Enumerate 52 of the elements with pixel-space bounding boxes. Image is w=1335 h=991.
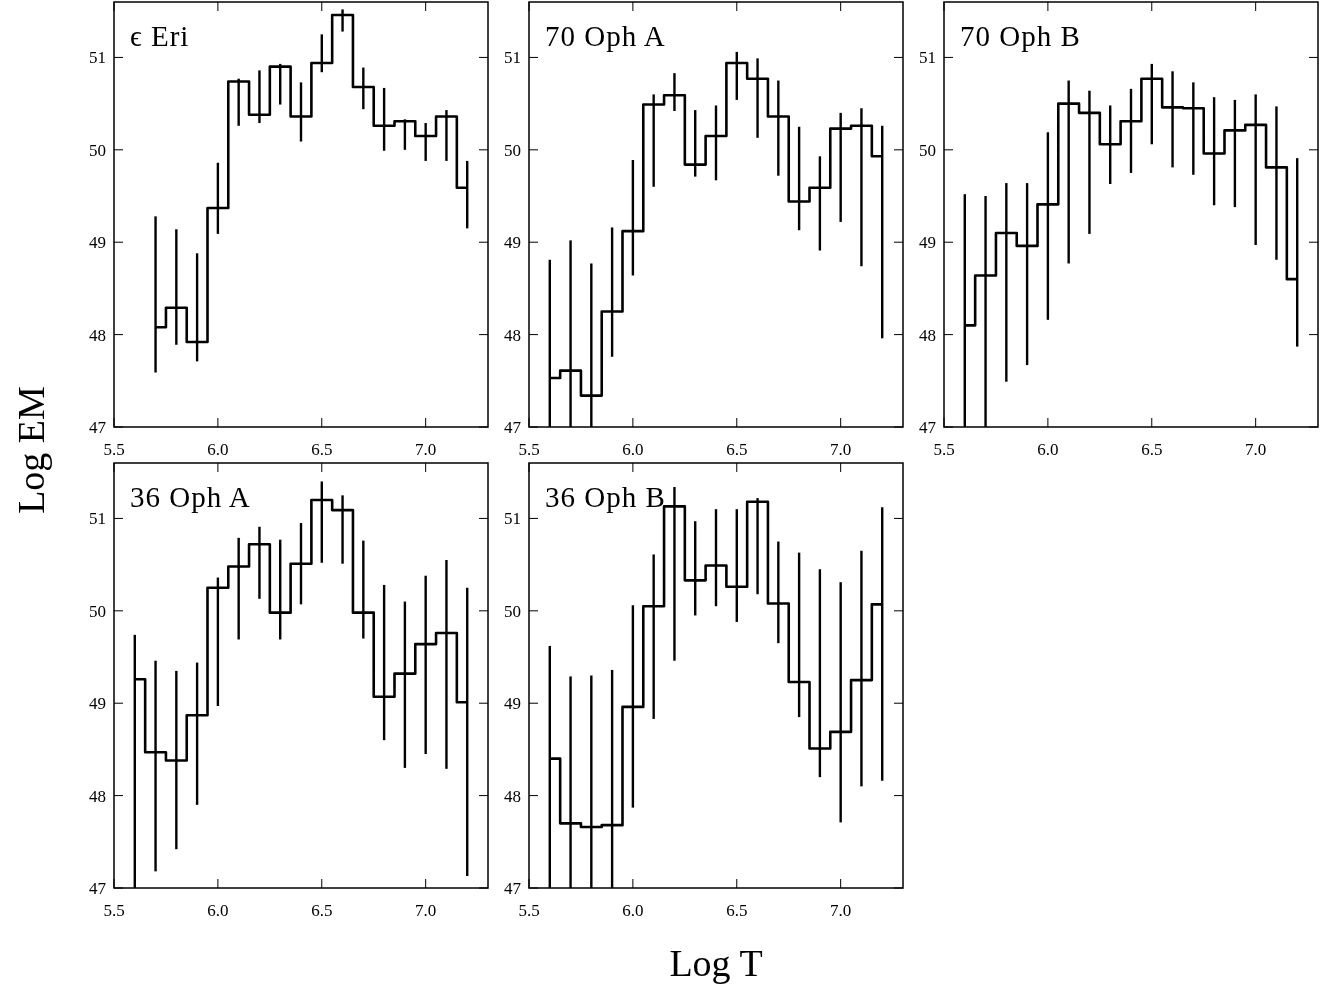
y-tick-label: 47 bbox=[89, 418, 107, 437]
y-tick-label: 49 bbox=[89, 233, 106, 253]
x-tick-label: 6.0 bbox=[622, 440, 644, 459]
x-tick-label: 5.5 bbox=[518, 901, 540, 920]
x-axis-title: Log T bbox=[669, 942, 763, 984]
text: 70 Oph A bbox=[545, 20, 666, 52]
y-tick-label: 50 bbox=[504, 140, 521, 160]
x-tick-label: 5.5 bbox=[933, 440, 955, 459]
x-tick-label: 6.0 bbox=[1037, 440, 1059, 459]
y-tick-label: 49 bbox=[919, 233, 936, 253]
y-tick-label: 51 bbox=[504, 509, 521, 529]
y-tick-label: 49 bbox=[504, 233, 521, 253]
y-tick-label: 48 bbox=[89, 786, 106, 806]
y-tick-label: 47 bbox=[504, 418, 522, 437]
y-tick-label: 51 bbox=[919, 48, 936, 68]
y-tick-label: 50 bbox=[504, 601, 521, 621]
x-tick-label: 6.5 bbox=[311, 440, 333, 459]
y-tick-label: 48 bbox=[919, 325, 936, 345]
y-tick-label: 48 bbox=[504, 786, 521, 806]
x-tick-label: 7.0 bbox=[415, 901, 437, 920]
x-tick-label: 5.5 bbox=[518, 440, 540, 459]
x-tick-label: 6.0 bbox=[622, 901, 644, 920]
y-tick-label: 51 bbox=[89, 509, 106, 529]
y-tick-label: 50 bbox=[89, 601, 106, 621]
y-axis-title: Log EM bbox=[10, 386, 52, 514]
x-tick-label: 6.5 bbox=[726, 440, 748, 459]
text: 70 Oph B bbox=[960, 20, 1081, 52]
x-tick-label: 5.5 bbox=[103, 901, 125, 920]
y-tick-label: 47 bbox=[919, 418, 937, 437]
x-tick-label: 6.5 bbox=[1141, 440, 1163, 459]
text: 36 Oph A bbox=[130, 481, 251, 513]
y-tick-label: 47 bbox=[89, 879, 107, 898]
y-tick-label: 48 bbox=[89, 325, 106, 345]
y-tick-label: 51 bbox=[504, 48, 521, 68]
x-tick-label: 6.0 bbox=[207, 440, 229, 459]
y-tick-label: 48 bbox=[504, 325, 521, 345]
x-tick-label: 6.5 bbox=[726, 901, 748, 920]
y-tick-label: 49 bbox=[504, 694, 521, 714]
y-tick-label: 51 bbox=[89, 48, 106, 68]
y-tick-label: 47 bbox=[504, 879, 522, 898]
x-tick-label: 7.0 bbox=[830, 440, 852, 459]
x-tick-label: 6.0 bbox=[207, 901, 229, 920]
x-tick-label: 7.0 bbox=[415, 440, 437, 459]
y-tick-label: 50 bbox=[919, 140, 936, 160]
x-tick-label: 7.0 bbox=[830, 901, 852, 920]
y-tick-label: 50 bbox=[89, 140, 106, 160]
x-tick-label: 6.5 bbox=[311, 901, 333, 920]
x-tick-label: 5.5 bbox=[103, 440, 125, 459]
y-tick-label: 49 bbox=[89, 694, 106, 714]
x-tick-label: 7.0 bbox=[1245, 440, 1267, 459]
text: 36 Oph B bbox=[545, 481, 666, 513]
text: ϵ Eri bbox=[130, 20, 190, 52]
